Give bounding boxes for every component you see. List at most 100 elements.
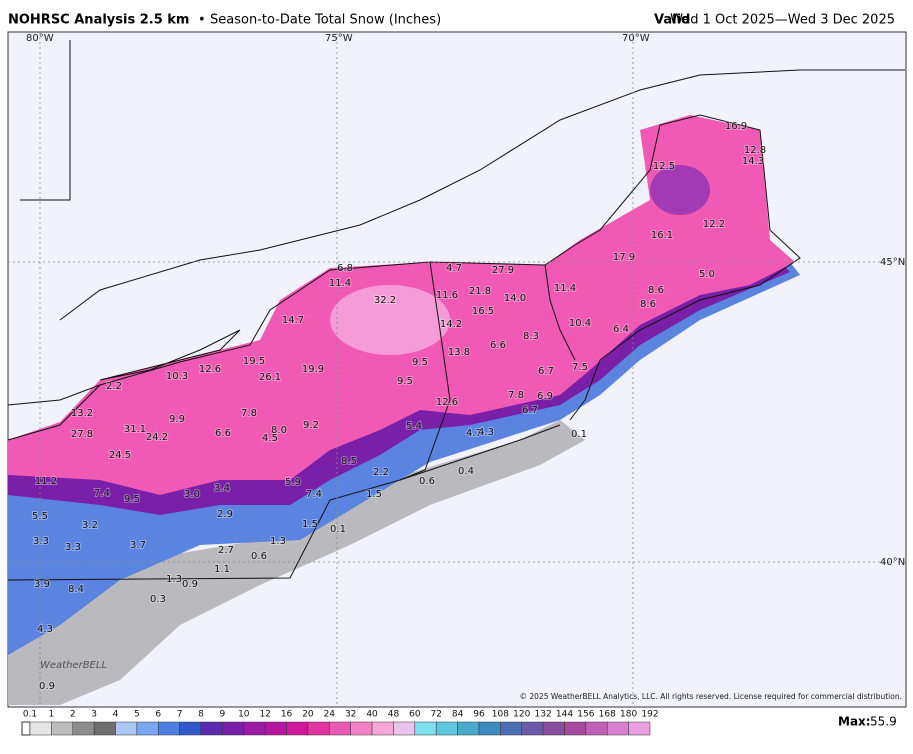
- station-value: 12.6: [199, 364, 221, 375]
- station-value: 3.0: [184, 489, 200, 500]
- graticule-label: 45°N: [880, 257, 905, 268]
- station-value: 1.5: [302, 519, 318, 530]
- station-value: 6.7: [522, 405, 538, 416]
- station-value: 0.1: [571, 429, 587, 440]
- legend-swatch: [243, 721, 266, 736]
- station-value: 4.7: [446, 263, 462, 274]
- station-value: 2.2: [106, 381, 122, 392]
- station-value: 6.7: [538, 366, 554, 377]
- snow-blue: [8, 262, 800, 655]
- legend-tick-label: 168: [599, 710, 616, 720]
- station-value: 0.9: [39, 681, 55, 692]
- station-value: 24.5: [109, 450, 131, 461]
- station-value: 12.2: [703, 219, 725, 230]
- station-value: 9.9: [169, 414, 185, 425]
- legend-swatch: [158, 721, 180, 736]
- legend-tick-label: 108: [492, 710, 509, 720]
- station-value: 11.4: [554, 283, 576, 294]
- station-value: 32.2: [374, 295, 396, 306]
- station-value: 8.0: [271, 425, 287, 436]
- station-value: 1.5: [366, 489, 382, 500]
- station-value: 11.2: [35, 476, 57, 487]
- station-value: 9.5: [412, 357, 428, 368]
- station-value: 0.6: [419, 476, 435, 487]
- station-value: 11.6: [436, 290, 458, 301]
- legend-tick-label: 84: [452, 710, 464, 720]
- station-value: 3.2: [82, 520, 98, 531]
- station-value: 1.3: [270, 536, 286, 547]
- legend-swatch: [457, 721, 480, 736]
- station-value: 19.9: [302, 364, 324, 375]
- station-value: 5.0: [699, 269, 715, 280]
- legend-tick-label: 144: [556, 710, 573, 720]
- station-value: 8.5: [341, 456, 357, 467]
- station-value: 4.7: [466, 428, 482, 439]
- legend-swatch: [435, 721, 458, 736]
- legend-tick-label: 5: [134, 710, 140, 720]
- legend-swatch: [93, 721, 116, 736]
- legend-tick-label: 3: [91, 710, 97, 720]
- station-value: 27.9: [492, 265, 514, 276]
- legend-swatch: [115, 721, 138, 736]
- station-value: 5.4: [406, 421, 422, 432]
- legend-swatch: [329, 721, 351, 736]
- station-value: 14.3: [742, 156, 764, 167]
- station-value: 13.2: [71, 408, 93, 419]
- station-value: 7.8: [241, 408, 257, 419]
- station-value: 16.9: [725, 121, 747, 132]
- snow-gray: [8, 420, 585, 705]
- station-value: 6.6: [490, 340, 506, 351]
- legend-tick-label: 96: [473, 710, 485, 720]
- graticule-label: 75°W: [325, 33, 353, 44]
- station-value: 19.5: [243, 356, 265, 367]
- station-value: 3.4: [214, 483, 230, 494]
- legend-tick-label: 192: [641, 710, 658, 720]
- station-value: 1.3: [166, 574, 182, 585]
- station-value: 0.6: [251, 551, 267, 562]
- station-value: 7.4: [306, 489, 322, 500]
- legend-swatch: [585, 721, 608, 736]
- legend-swatch: [564, 721, 587, 736]
- station-value: 6.6: [215, 428, 231, 439]
- station-value: 4.3: [37, 624, 53, 635]
- legend-tick-label: 156: [577, 710, 594, 720]
- station-value: 4.3: [478, 427, 494, 438]
- station-value: 3.9: [34, 579, 50, 590]
- station-value: 3.3: [33, 536, 49, 547]
- station-value: 1.1: [214, 564, 230, 575]
- station-value: 12.8: [744, 145, 766, 156]
- legend-swatch: [222, 721, 245, 736]
- graticule-label: 40°N: [880, 557, 905, 568]
- legend-swatch: [628, 721, 651, 736]
- station-value: 10.3: [166, 371, 188, 382]
- max-label: Max:: [838, 715, 871, 729]
- legend-swatch: [393, 721, 416, 736]
- station-value: 0.4: [458, 466, 474, 477]
- station-value: 3.3: [65, 542, 81, 553]
- station-value: 8.4: [68, 584, 84, 595]
- station-value: 21.8: [469, 286, 491, 297]
- legend-swatch: [286, 721, 309, 736]
- legend-tick-label: 7: [177, 710, 183, 720]
- valid-range: Wed 1 Oct 2025—Wed 3 Dec 2025: [670, 13, 895, 28]
- legend-tick-label: 20: [302, 710, 314, 720]
- station-value: 9.2: [303, 420, 319, 431]
- copyright: © 2025 WeatherBELL Analytics, LLC. All r…: [520, 692, 902, 701]
- station-value: 0.9: [182, 579, 198, 590]
- legend-tick-label: 10: [238, 710, 250, 720]
- legend-tick-label: 0.1: [23, 710, 37, 720]
- boundaries: [7, 40, 905, 581]
- legend-swatch: [500, 721, 522, 736]
- station-value: 8.3: [523, 331, 539, 342]
- station-value: 16.5: [472, 306, 494, 317]
- legend-tick-label: 1: [49, 710, 55, 720]
- station-value: 24.2: [146, 432, 168, 443]
- legend-swatch: [200, 721, 223, 736]
- legend-tick-label: 32: [345, 710, 356, 720]
- station-value: 14.7: [282, 315, 304, 326]
- station-value: 6.8: [337, 263, 353, 274]
- station-value: 12.6: [436, 397, 458, 408]
- legend-tick-label: 48: [388, 710, 400, 720]
- valid-label: Valid: [654, 13, 690, 28]
